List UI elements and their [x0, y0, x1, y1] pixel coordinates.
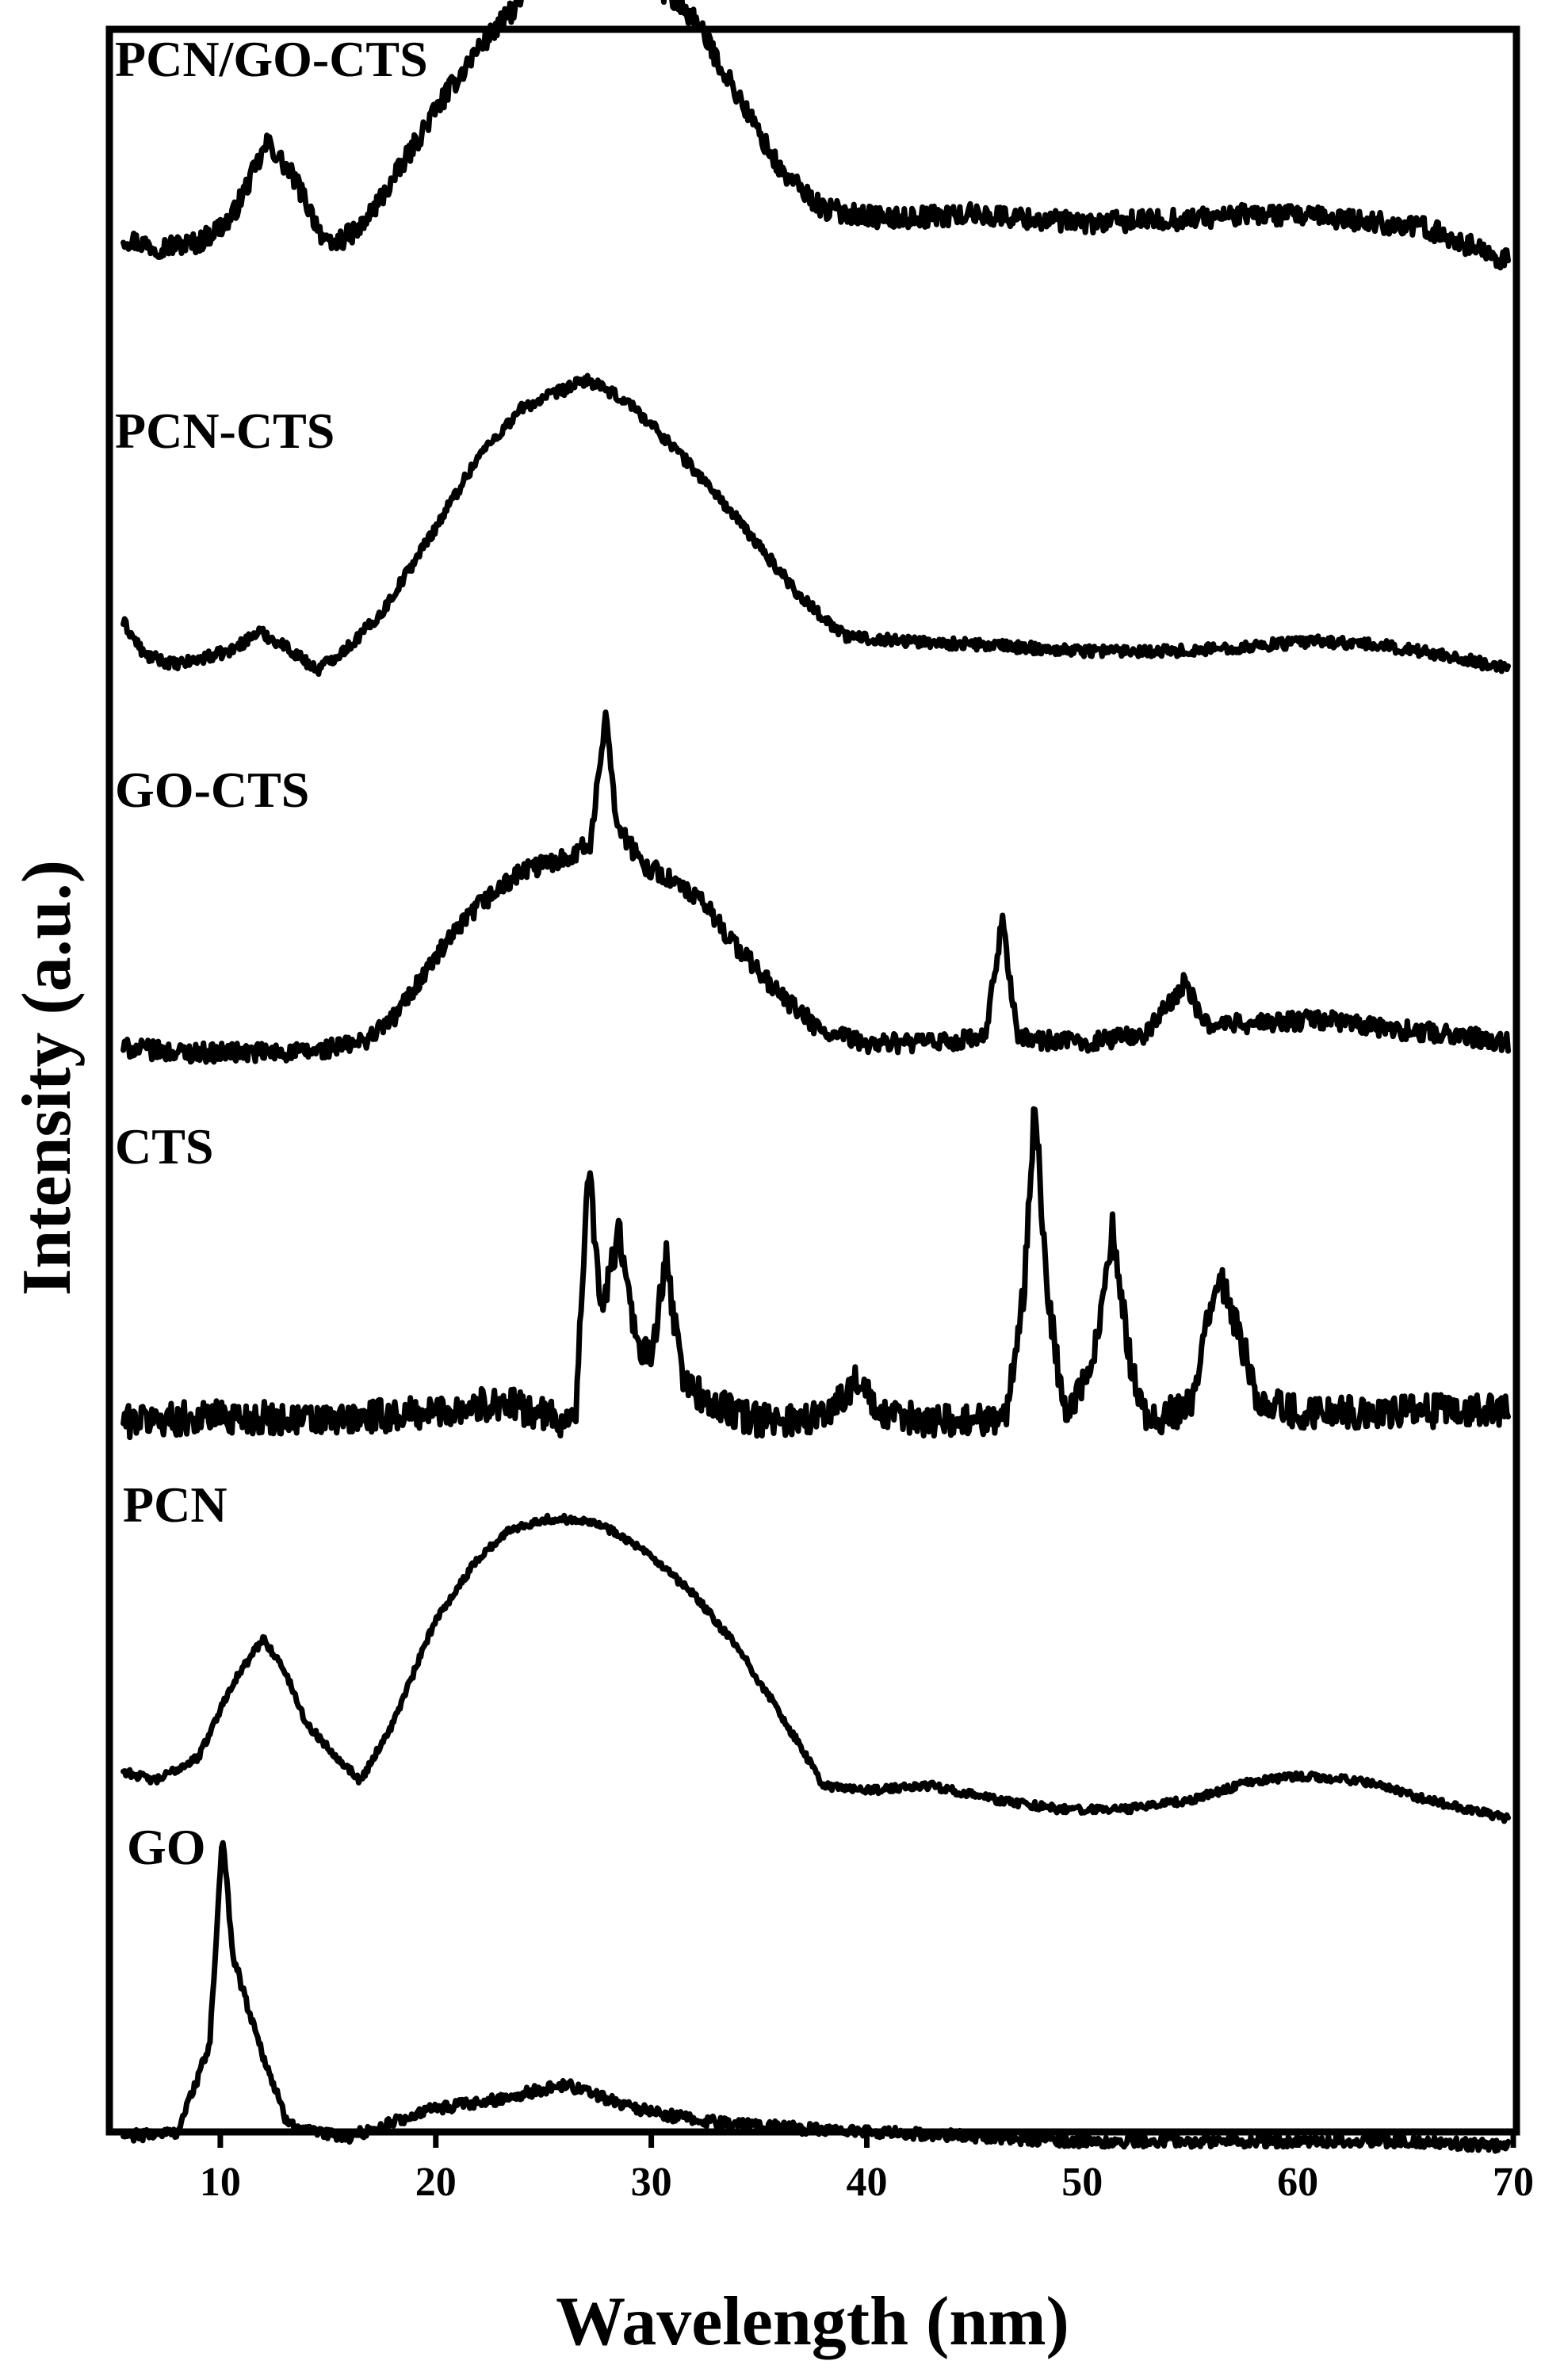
trace-pcn-cts: [120, 372, 1511, 677]
trace-pcn-go-cts: [120, 0, 1511, 271]
y-axis-title: Intensity (a.u.): [9, 860, 86, 1296]
trace-label-pcn: PCN: [123, 1477, 228, 1533]
trace-label-go: GO: [127, 1819, 206, 1875]
trace-label-pcn-go-cts: PCN/GO-CTS: [115, 31, 428, 87]
x-tick-label: 30: [631, 2160, 672, 2205]
trace-labels-group: PCN/GO-CTS PCN-CTS GO-CTS CTS PCN GO: [115, 31, 428, 1875]
trace-cts: [120, 1106, 1511, 1441]
trace-label-pcn-cts: PCN-CTS: [115, 403, 335, 459]
plot-frame: [105, 25, 1520, 2136]
x-tick-label: 70: [1493, 2160, 1534, 2205]
trace-pcn: [120, 1512, 1511, 1824]
x-tick-label: 50: [1061, 2160, 1103, 2205]
x-axis-title: Wavelength (nm): [556, 2283, 1069, 2360]
trace-go-cts: [120, 709, 1511, 1065]
x-ticks-group: 10 20 30 40 50 60 70: [200, 2132, 1534, 2205]
x-tick-label: 20: [415, 2160, 457, 2205]
x-tick-label: 40: [846, 2160, 887, 2205]
x-tick-label: 60: [1277, 2160, 1318, 2205]
x-tick-label: 10: [200, 2160, 241, 2205]
trace-label-go-cts: GO-CTS: [115, 762, 309, 818]
trace-label-cts: CTS: [115, 1118, 214, 1175]
